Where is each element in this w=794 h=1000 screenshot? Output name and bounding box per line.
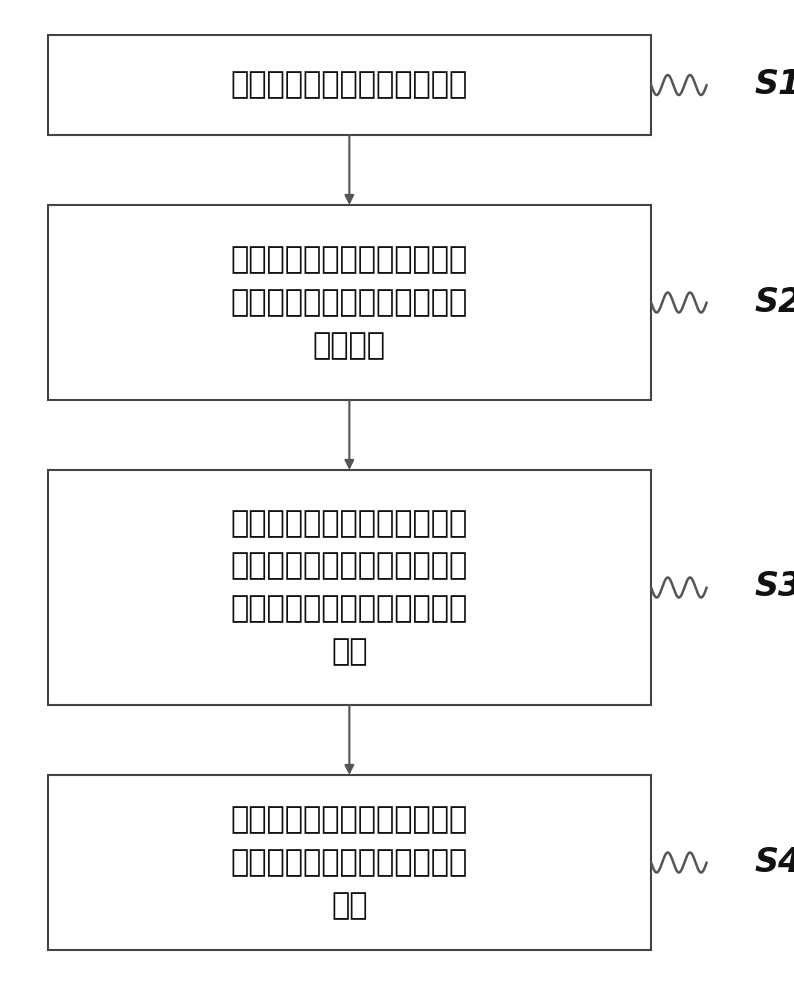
Text: 在该灰阶区间内，获取某一灰
阶显示图像对应的光学数据，
使其满足标准显示图像的光学
数据: 在该灰阶区间内，获取某一灰 阶显示图像对应的光学数据， 使其满足标准显示图像的光… xyxy=(231,509,468,666)
FancyBboxPatch shape xyxy=(48,205,651,400)
FancyBboxPatch shape xyxy=(48,35,651,135)
Text: 选取任一灰阶区间，并获取该
灰阶区间端值对应显示图像的
光学数据: 选取任一灰阶区间，并获取该 灰阶区间端值对应显示图像的 光学数据 xyxy=(231,245,468,360)
Text: S3: S3 xyxy=(754,570,794,603)
Text: S2: S2 xyxy=(754,286,794,318)
Text: S1: S1 xyxy=(754,68,794,102)
Text: S4: S4 xyxy=(754,846,794,879)
Text: 获取显示设备的预设色温曲线: 获取显示设备的预设色温曲线 xyxy=(231,70,468,100)
FancyBboxPatch shape xyxy=(48,775,651,950)
FancyBboxPatch shape xyxy=(48,470,651,705)
Text: 将该灰阶对应的色温值插入预
设色温曲线上对色温曲线进行
校正: 将该灰阶对应的色温值插入预 设色温曲线上对色温曲线进行 校正 xyxy=(231,805,468,920)
